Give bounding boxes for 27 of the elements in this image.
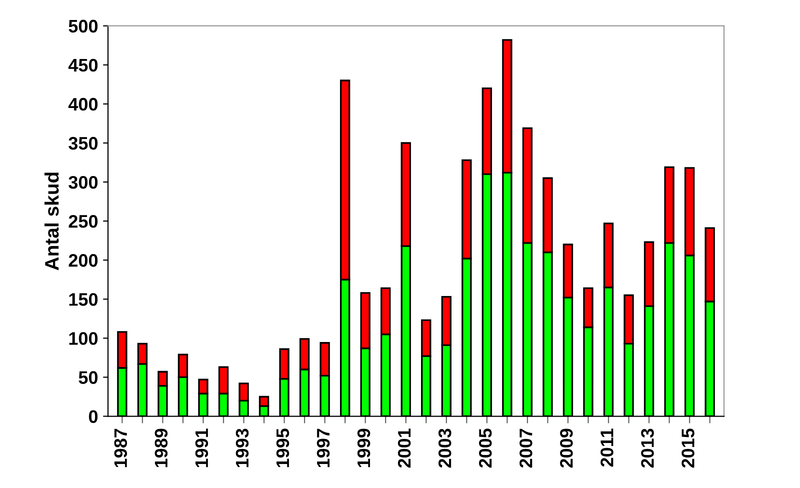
y-tick-label: 250	[68, 215, 98, 228]
x-tick-label: 2007	[520, 428, 532, 468]
y-tick-label: 400	[68, 98, 98, 111]
x-tick-label: 1987	[114, 428, 128, 468]
x-tick-label: 2015	[682, 428, 694, 468]
y-tick-label: 500	[68, 20, 98, 33]
y-tick-label: 100	[69, 332, 98, 345]
x-tick-label: 2011	[600, 428, 614, 467]
y-tick-label: 0	[88, 410, 98, 423]
x-tick-label: 1997	[316, 428, 330, 468]
x-tick-label: 2001	[398, 428, 411, 468]
y-tick-label: 450	[68, 58, 98, 72]
y-tick-label: 50	[78, 371, 98, 384]
x-tick-label: 2013	[641, 428, 654, 468]
x-tick-label: 2009	[560, 428, 573, 468]
x-tick-label: 1993	[236, 428, 249, 468]
x-tick-label: 1995	[276, 428, 290, 468]
y-tick-label: 150	[69, 293, 98, 306]
x-tick-label: 2003	[438, 428, 452, 468]
y-tick-label: 350	[68, 136, 98, 150]
y-axis-title: Antal skud	[44, 172, 59, 270]
x-tick-label: 2005	[478, 428, 492, 468]
x-tick-label: 1991	[195, 428, 208, 468]
x-tick-label: 1989	[154, 428, 168, 468]
x-tick-label: 1999	[357, 428, 370, 468]
y-tick-label: 300	[68, 176, 98, 189]
y-tick-label: 200	[68, 254, 98, 267]
